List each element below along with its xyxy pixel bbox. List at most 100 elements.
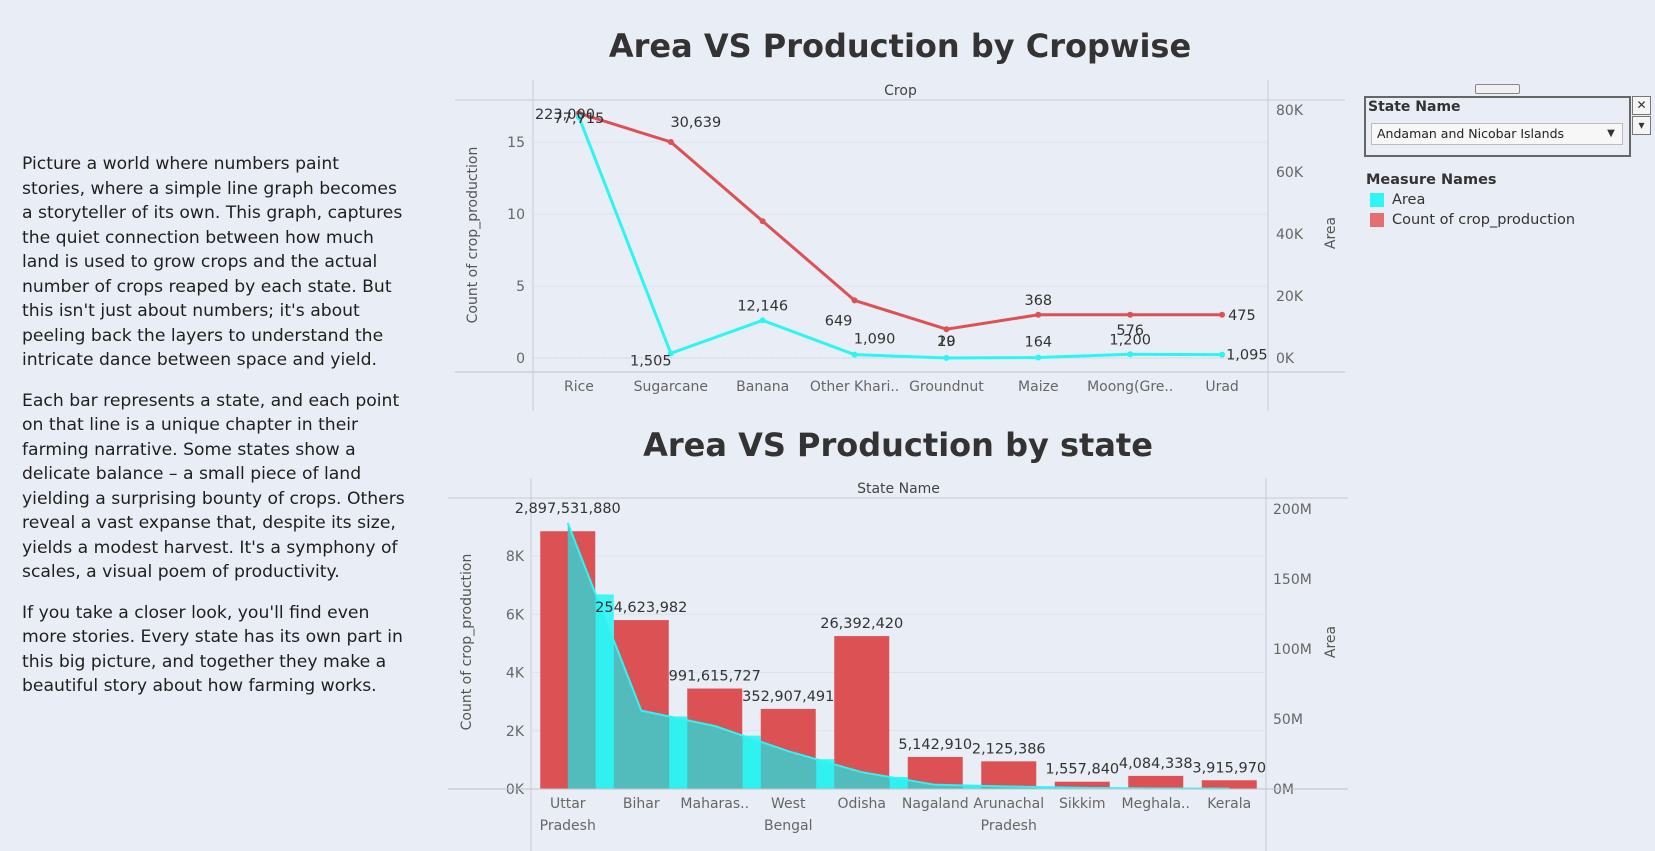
state-y2-tick: 50M (1273, 712, 1303, 728)
state-x-tick: Kerala (1207, 796, 1251, 812)
crop-x-tick: Rice (564, 379, 594, 395)
state-data-label: 2,897,531,880 (515, 501, 621, 517)
area-point (851, 351, 858, 358)
state-y2-tick: 100M (1273, 642, 1312, 658)
count-bar (1128, 775, 1184, 789)
count-bar (907, 756, 963, 789)
crop-data-label: 1,505 (630, 353, 672, 369)
area-band (1036, 787, 1055, 789)
state-y-axis-label: Count of crop_production (459, 554, 475, 731)
count-point (1127, 311, 1134, 318)
state-select[interactable]: Andaman and Nicobar Islands ▼ (1371, 123, 1623, 145)
crop-y-tick: 0 (516, 351, 525, 367)
state-filter: State Name Andaman and Nicobar Islands ▼ (1364, 96, 1631, 157)
story-paragraph-3: If you take a closer look, you'll find e… (22, 602, 403, 697)
area-point (575, 114, 582, 121)
legend-item-area[interactable]: Area (1366, 192, 1575, 208)
area-point (1219, 351, 1226, 358)
state-select-value: Andaman and Nicobar Islands (1377, 126, 1565, 141)
crop-data-label: 1,200 (1109, 332, 1151, 348)
state-x-tick: West (771, 796, 806, 812)
area-point (1035, 354, 1042, 361)
state-y2-tick: 150M (1273, 572, 1312, 588)
count-point (943, 326, 950, 333)
state-x-tick: Arunachal (973, 796, 1044, 812)
state-x-tick: Meghala.. (1122, 796, 1190, 812)
crop-y2-axis-label: Area (1323, 217, 1339, 249)
area-band (963, 785, 982, 789)
crop-x-tick: Groundnut (909, 379, 984, 395)
state-x-tick: Nagaland (902, 796, 969, 812)
count-bar (760, 708, 816, 789)
count-bar (1054, 781, 1110, 789)
area-band (816, 759, 835, 789)
state-x-tick-line2: Bengal (764, 818, 812, 834)
filter-drag-handle[interactable] (1475, 84, 1520, 94)
count-bar (613, 620, 669, 789)
filter-title: State Name (1368, 99, 1461, 115)
state-y-tick: 0K (506, 782, 525, 798)
area-band (1110, 788, 1129, 789)
crop-data-label: 12,146 (737, 298, 788, 314)
area-series-line (566, 522, 1230, 790)
count-point (759, 218, 766, 225)
legend-label-area: Area (1392, 192, 1426, 208)
crop-x-tick: Urad (1205, 379, 1238, 395)
state-x-tick: Bihar (623, 796, 660, 812)
state-y2-tick: 200M (1273, 502, 1312, 518)
area-point (943, 354, 950, 361)
crop-x-tick: Maize (1018, 379, 1059, 395)
count-point (1035, 311, 1042, 318)
count-point (575, 110, 582, 117)
count-series-line (578, 111, 1223, 331)
state-x-tick: Uttar (550, 796, 586, 812)
crop-data-label: 1,095 (1226, 348, 1268, 364)
state-data-label: 991,615,727 (669, 669, 761, 685)
state-data-label: 1,557,840 (1045, 762, 1119, 778)
count-point (851, 297, 858, 304)
area-point (1127, 351, 1134, 358)
legend-label-count: Count of crop_production (1392, 212, 1576, 228)
area-point (759, 317, 766, 324)
area-band (595, 594, 614, 789)
legend-swatch-count (1370, 213, 1384, 227)
legend-item-count[interactable]: Count of crop_production (1366, 212, 1575, 228)
chevron-down-icon[interactable]: ▼ (1607, 128, 1615, 139)
area-band (669, 716, 688, 789)
area-point (667, 350, 674, 357)
area-series-line (577, 116, 1223, 360)
crop-data-label: 475 (1228, 308, 1256, 324)
legend-swatch-area (1370, 193, 1384, 207)
legend: Measure Names Area Count of crop_product… (1366, 172, 1575, 232)
count-bar (981, 761, 1037, 789)
crop-x-tick: Moong(Gre.. (1087, 379, 1173, 395)
crop-data-label: 19 (937, 334, 955, 350)
state-y2-tick: 0M (1273, 782, 1294, 798)
count-bar (834, 636, 890, 789)
crop-data-label: 368 (1024, 293, 1052, 309)
crop-y2-tick: 60K (1276, 165, 1304, 181)
crop-header-label: Crop (884, 83, 917, 99)
crop-data-label: 576 (1116, 323, 1144, 339)
area-band (742, 735, 761, 789)
crop-chart-title: Area VS Production by Cropwise (608, 27, 1192, 65)
crop-y2-tick: 20K (1276, 289, 1304, 305)
crop-data-label: 1,090 (854, 332, 896, 348)
state-chart-title: Area VS Production by state (643, 426, 1153, 464)
crop-data-label: 30,639 (670, 115, 721, 131)
count-bar (540, 531, 596, 789)
filter-menu-icon[interactable]: ▾ (1632, 116, 1651, 135)
story-text: Picture a world where numbers paint stor… (22, 152, 407, 715)
story-paragraph-1: Picture a world where numbers paint stor… (22, 154, 403, 370)
crop-x-tick: Other Khari.. (810, 379, 899, 395)
crop-data-label: 20 (937, 334, 955, 350)
crop-y2-tick: 0K (1276, 351, 1295, 367)
crop-data-label: 649 (825, 313, 853, 329)
state-data-label: 26,392,420 (820, 616, 903, 632)
crop-x-tick: Banana (736, 379, 789, 395)
state-x-tick-line2: Pradesh (981, 818, 1037, 834)
crop-data-label: 77,715 (554, 111, 605, 127)
state-y2-axis-label: Area (1323, 626, 1339, 658)
close-icon[interactable]: ✕ (1632, 96, 1651, 115)
count-point (667, 139, 674, 145)
